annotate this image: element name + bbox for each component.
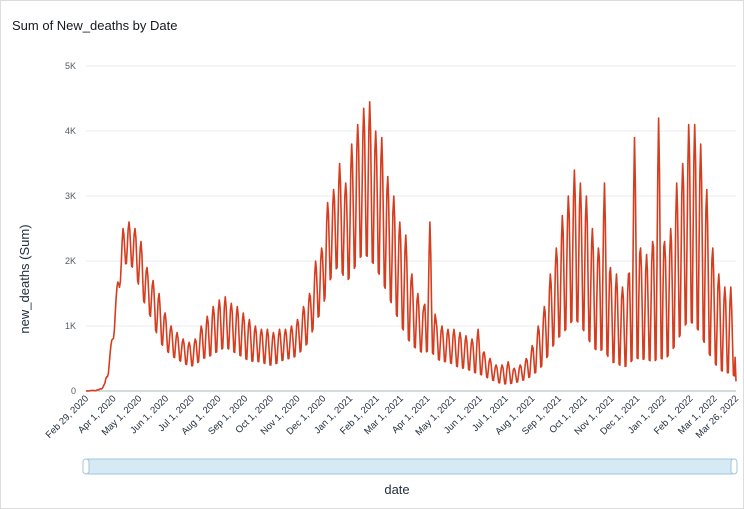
y-tick-label: 1K bbox=[65, 321, 76, 331]
gridlines bbox=[86, 65, 736, 392]
y-tick-label: 0 bbox=[71, 386, 76, 396]
chart-title: Sum of New_deaths by Date bbox=[12, 18, 178, 33]
y-tick-label: 4K bbox=[65, 126, 76, 136]
y-tick-label: 5K bbox=[65, 61, 76, 71]
x-axis-label: date bbox=[384, 482, 409, 497]
y-tick-label: 2K bbox=[65, 256, 76, 266]
range-scrollbar[interactable] bbox=[82, 458, 738, 475]
y-tick-label: 3K bbox=[65, 191, 76, 201]
y-axis-label: new_deaths (Sum) bbox=[17, 224, 32, 333]
scrollbar-handle-left[interactable] bbox=[82, 458, 90, 475]
scrollbar-handle-right[interactable] bbox=[730, 458, 738, 475]
series-line-new-deaths[interactable] bbox=[85, 101, 737, 392]
scrollbar-track[interactable] bbox=[85, 458, 735, 475]
y-axis-ticks: 0 1K 2K 3K 4K 5K bbox=[65, 61, 76, 396]
